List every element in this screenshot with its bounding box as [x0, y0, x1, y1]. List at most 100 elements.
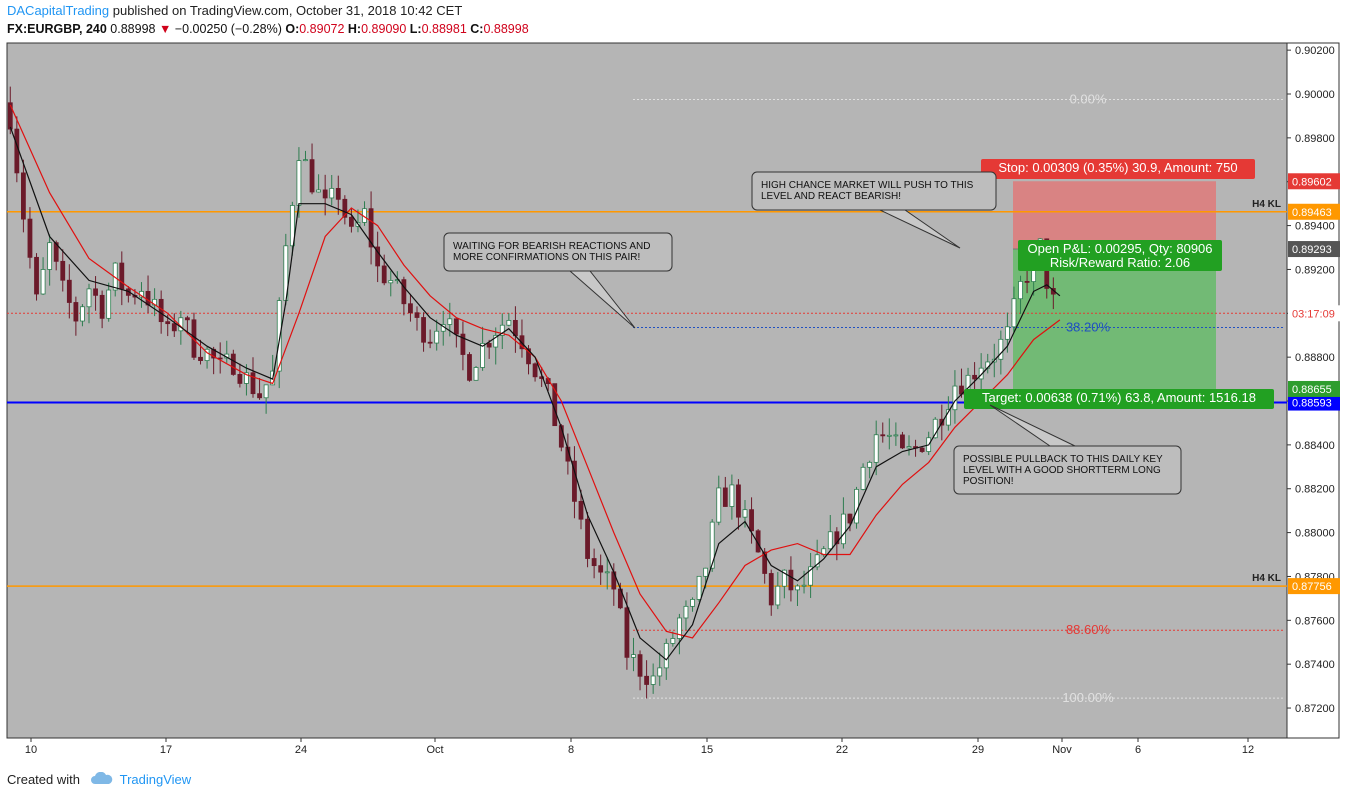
candle-body: [860, 466, 866, 490]
x-tick-label: 29: [972, 744, 984, 756]
annotation-pullback-text: POSSIBLE PULLBACK TO THIS DAILY KEY: [963, 454, 1163, 465]
author-link[interactable]: DACapitalTrading: [7, 3, 110, 18]
high-value: 0.89090: [361, 22, 407, 36]
change-arrow-icon: ▼: [158, 22, 172, 36]
candle-body: [585, 518, 590, 559]
candle-body: [670, 638, 676, 644]
pnl-label: Open P&L: 0.00295, Qty: 80906Risk/Reward…: [1018, 240, 1222, 271]
candle-body: [368, 208, 374, 248]
x-tick-label: Nov: [1052, 744, 1072, 756]
key-level-tag: [1288, 394, 1340, 411]
y-tick-label: 0.90200: [1295, 45, 1335, 57]
x-tick-label: 10: [25, 744, 37, 756]
x-tick-label: Oct: [426, 744, 443, 756]
candle-body: [401, 279, 407, 305]
candle-body: [801, 584, 807, 587]
candle-body: [34, 256, 39, 295]
candle-body: [414, 312, 420, 318]
candle-body: [375, 246, 381, 267]
y-tick-label: 0.87600: [1295, 615, 1335, 627]
annotation-waiting-box: [443, 232, 673, 272]
candle-body: [788, 569, 794, 591]
ema-fast-line: [9, 126, 1061, 661]
open-value: 0.89072: [299, 22, 345, 36]
publish-info: published on TradingView.com, October 31…: [109, 3, 463, 18]
key-level-label: H4 KL: [1252, 199, 1281, 210]
candle-body: [893, 434, 899, 437]
candle-body: [27, 218, 33, 258]
candle-body: [631, 654, 636, 658]
symbol-label[interactable]: FX:EURGBP, 240: [7, 22, 107, 36]
candle-body: [289, 205, 295, 247]
candle-body: [434, 330, 440, 344]
price-tag: [1288, 173, 1340, 190]
target-label: Target: 0.00638 (0.71%) 63.8, Amount: 15…: [964, 389, 1274, 409]
candle-body: [467, 354, 472, 381]
annotation-pullback-box: [953, 445, 1182, 495]
fib-level-label: 100.00%: [1062, 690, 1114, 705]
key-level-tag-text: 0.89463: [1292, 207, 1332, 219]
fib-level-label: 0.00%: [1070, 91, 1107, 106]
candle-body: [309, 159, 315, 193]
fib-level-label: 38.20%: [1066, 320, 1111, 335]
candle-body: [827, 531, 833, 550]
candle-body: [795, 585, 800, 591]
y-tick-label: 0.87400: [1295, 659, 1335, 671]
candle-body: [257, 393, 262, 399]
price-tag-text: 03:17:09: [1292, 308, 1335, 320]
candle-body: [716, 487, 722, 523]
candle-body: [847, 513, 853, 524]
candle-body: [932, 418, 938, 439]
candle-body: [722, 487, 728, 507]
candle-body: [244, 372, 249, 384]
stop-label-text: Stop: 0.00309 (0.35%) 30.9, Amount: 750: [998, 160, 1237, 175]
candle-body: [650, 675, 656, 685]
candle-body: [526, 348, 531, 365]
low-value: 0.88981: [421, 22, 467, 36]
candle-body: [624, 607, 630, 658]
candle-body: [637, 654, 643, 677]
candle-body: [532, 363, 538, 378]
candle-body: [47, 242, 53, 270]
x-tick-label: 6: [1135, 744, 1141, 756]
candle-body: [460, 333, 466, 355]
candle-body: [421, 317, 426, 343]
price-change: −0.00250 (−0.28%): [174, 22, 282, 36]
candle-body: [20, 172, 26, 220]
candle-body: [473, 367, 479, 381]
tradingview-logo[interactable]: TradingView: [119, 772, 192, 787]
candle-body: [184, 317, 190, 321]
candle-body: [906, 446, 912, 449]
candle-body: [1011, 298, 1017, 328]
candle-body: [335, 188, 341, 200]
candle-body: [709, 521, 715, 569]
created-with-label: Created with: [7, 772, 80, 787]
x-tick-label: 12: [1242, 744, 1254, 756]
candle-body: [657, 667, 663, 677]
candle-body: [539, 376, 545, 379]
x-tick-label: 8: [568, 744, 574, 756]
key-level-label: H4 KL: [1252, 573, 1281, 584]
candle-body: [73, 302, 79, 322]
candle-body: [99, 294, 105, 319]
candle-body: [749, 509, 754, 532]
candle-body: [768, 573, 774, 606]
candle-body: [873, 434, 879, 463]
candle-body: [945, 409, 951, 426]
y-tick-label: 0.88000: [1295, 528, 1335, 540]
x-tick-label: 15: [701, 744, 713, 756]
annotation-high-chance-text: LEVEL AND REACT BEARISH!: [761, 191, 901, 202]
y-tick-label: 0.89200: [1295, 264, 1335, 276]
candle-body: [683, 605, 689, 619]
candle-body: [329, 188, 335, 199]
candle-body: [775, 585, 781, 606]
candle-body: [165, 321, 171, 325]
y-tick-label: 0.89800: [1295, 133, 1335, 145]
target-label-bg: [964, 389, 1274, 409]
stop-label: Stop: 0.00309 (0.35%) 30.9, Amount: 750: [981, 159, 1255, 179]
candle-body: [14, 128, 20, 174]
y-tick-label: 0.88400: [1295, 440, 1335, 452]
last-price: 0.88998: [110, 22, 156, 36]
candle-body: [591, 558, 597, 567]
